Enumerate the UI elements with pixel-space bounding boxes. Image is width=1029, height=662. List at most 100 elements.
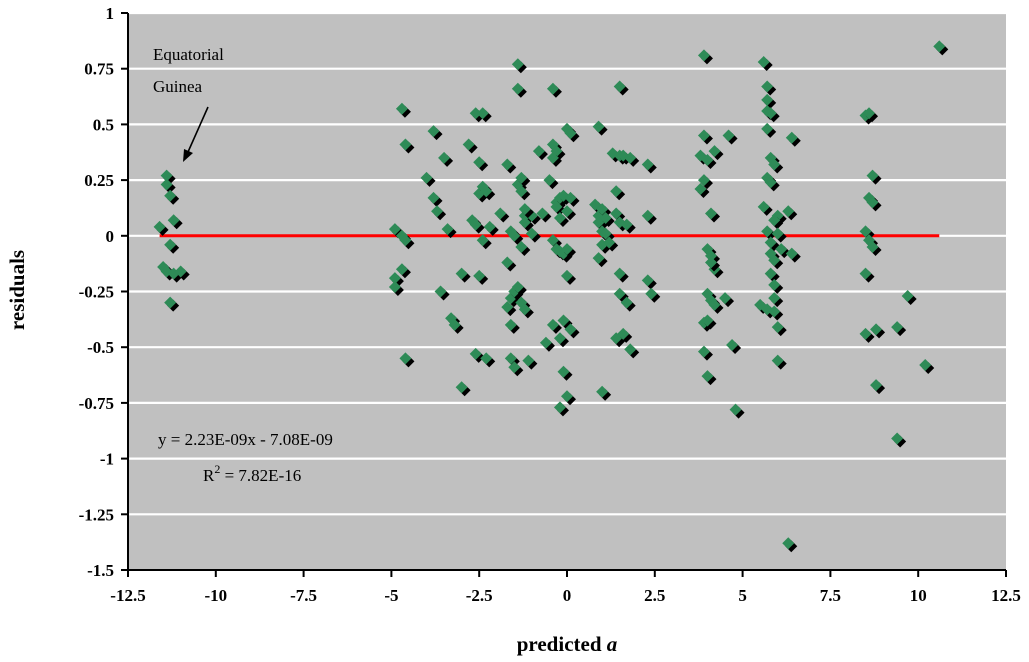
- data-point: [518, 203, 534, 219]
- data-point-marker: [511, 82, 524, 95]
- y-tick-label: 0.75: [84, 60, 114, 79]
- data-point: [757, 200, 773, 216]
- data-point-marker: [891, 321, 904, 334]
- data-point: [427, 191, 443, 207]
- data-point-marker: [525, 227, 538, 240]
- data-point: [564, 127, 580, 143]
- data-point: [761, 225, 777, 241]
- data-point: [757, 56, 773, 72]
- data-point: [557, 365, 573, 381]
- data-point-marker: [592, 120, 605, 133]
- data-point: [546, 82, 562, 98]
- data-point-marker: [782, 537, 795, 550]
- data-point: [708, 145, 724, 161]
- data-point-marker: [768, 214, 781, 227]
- data-point-marker: [761, 122, 774, 135]
- data-point-marker: [775, 243, 788, 256]
- data-point-marker: [757, 200, 770, 213]
- data-point-marker: [933, 40, 946, 53]
- data-point: [164, 238, 180, 254]
- data-point-marker: [764, 176, 777, 189]
- data-point-marker: [504, 352, 517, 365]
- data-point-marker: [399, 352, 412, 365]
- data-point: [473, 156, 489, 172]
- data-point-marker: [501, 256, 514, 269]
- x-tick-label: 5: [738, 586, 747, 605]
- data-point-marker: [153, 220, 166, 233]
- data-point: [722, 129, 738, 145]
- x-tick-label: 7.5: [820, 586, 841, 605]
- data-point-marker: [870, 323, 883, 336]
- data-point-marker: [438, 151, 451, 164]
- data-point-marker: [536, 207, 549, 220]
- data-point-marker: [708, 298, 721, 311]
- data-point: [919, 359, 935, 375]
- x-tick-label: 10: [910, 586, 927, 605]
- data-point-marker: [550, 200, 563, 213]
- data-point-marker: [761, 80, 774, 93]
- data-point-marker: [603, 236, 616, 249]
- data-point-marker: [701, 370, 714, 383]
- data-point: [522, 354, 538, 370]
- data-point-marker: [476, 234, 489, 247]
- axes: [121, 12, 1007, 577]
- data-point-marker: [613, 80, 626, 93]
- data-point-marker: [859, 327, 872, 340]
- data-point: [438, 151, 454, 167]
- data-point: [501, 301, 517, 317]
- data-point-marker: [782, 205, 795, 218]
- data-point: [399, 352, 415, 368]
- data-point-marker: [641, 274, 654, 287]
- data-point: [768, 254, 784, 270]
- data-point: [153, 220, 169, 236]
- data-point: [620, 296, 636, 312]
- annotation-label-line2: Guinea: [153, 77, 203, 96]
- data-point-marker: [546, 234, 559, 247]
- data-point: [891, 321, 907, 337]
- data-point: [469, 218, 485, 234]
- data-point-marker: [395, 102, 408, 115]
- data-point-marker: [469, 107, 482, 120]
- data-point-marker: [697, 345, 710, 358]
- data-point-marker: [704, 207, 717, 220]
- data-point-marker: [561, 390, 573, 403]
- data-point-marker: [448, 318, 461, 331]
- data-point: [641, 209, 657, 225]
- data-point: [483, 220, 499, 236]
- data-point-marker: [645, 287, 658, 300]
- data-point: [704, 256, 720, 272]
- data-point-marker: [561, 243, 573, 256]
- data-point: [891, 432, 907, 448]
- data-point: [859, 267, 875, 283]
- data-point: [701, 154, 717, 170]
- data-point-marker: [546, 82, 559, 95]
- data-point: [719, 292, 735, 308]
- data-point-marker: [543, 174, 556, 187]
- data-point: [480, 352, 496, 368]
- data-point: [866, 196, 882, 212]
- data-point: [561, 243, 576, 259]
- data-point: [536, 207, 552, 223]
- data-point: [613, 267, 629, 283]
- x-tick-label: -10: [204, 586, 227, 605]
- data-point: [504, 318, 520, 334]
- data-point-marker: [610, 207, 623, 220]
- data-point-marker: [617, 327, 630, 340]
- y-tick-label: 0.5: [93, 115, 114, 134]
- data-point-marker: [771, 354, 784, 367]
- data-point: [532, 145, 548, 161]
- data-point-marker: [624, 151, 637, 164]
- data-point: [764, 267, 780, 283]
- data-point-marker: [701, 154, 714, 167]
- data-point-marker: [501, 158, 514, 171]
- data-point-marker: [504, 318, 517, 331]
- data-point: [620, 218, 636, 234]
- data-point: [624, 343, 640, 359]
- data-point-marker: [455, 381, 468, 394]
- data-point: [518, 216, 534, 232]
- data-point: [697, 129, 713, 145]
- data-point-marker: [866, 240, 879, 253]
- x-tick-label: -5: [384, 586, 398, 605]
- data-point-marker: [532, 145, 545, 158]
- data-point: [933, 40, 949, 56]
